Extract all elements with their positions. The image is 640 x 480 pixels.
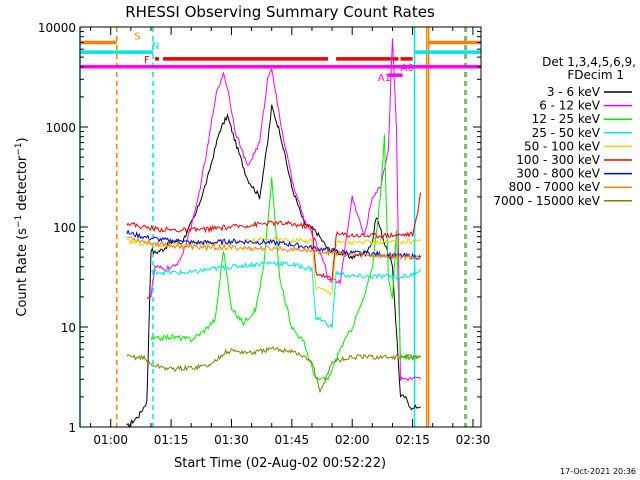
legend-label: 800 - 7000 keV (509, 180, 601, 194)
x-tick-label: 01:45 (275, 433, 310, 447)
series-line-3 (150, 260, 422, 329)
legend-label: 50 - 100 keV (524, 139, 601, 153)
series-line-7 (126, 236, 422, 261)
x-tick-label: 01:15 (154, 433, 189, 447)
y-axis-label: Count Rate (s−1 detector−1) (14, 137, 30, 316)
x-tick-label: 01:30 (214, 433, 249, 447)
legend-label: 12 - 25 keV (532, 112, 601, 126)
y-tick-label: 10 (61, 321, 76, 335)
y-axis: 1 10 100 1000 10000 (38, 21, 481, 435)
legend-label: 300 - 800 keV (516, 167, 600, 181)
x-tick-label: 02:00 (335, 433, 370, 447)
timestamp: 17-Oct-2021 20:36 (560, 467, 636, 476)
flag-label-s: S (134, 31, 140, 42)
flag-label-a1: A1 (378, 73, 391, 84)
chart-title: RHESSI Observing Summary Count Rates (125, 3, 435, 21)
flag-label-f: F (144, 55, 150, 66)
x-tick-label: 01:00 (93, 433, 128, 447)
y-tick-label: 10000 (38, 21, 76, 35)
legend-label: 6 - 12 keV (539, 99, 601, 113)
x-tick-label: 02:15 (395, 433, 430, 447)
x-tick-label: 02:30 (456, 433, 491, 447)
legend-label: 100 - 300 keV (516, 153, 600, 167)
legend-header-line-2: FDecim 1 (567, 68, 624, 82)
plot-area: S NF A0 A1 (79, 27, 481, 429)
series-line-1 (146, 38, 422, 382)
series-line-6 (126, 229, 422, 260)
legend-label: 7000 - 15000 keV (493, 194, 600, 208)
y-tick-label: 100 (53, 221, 76, 235)
series-line-8 (126, 346, 421, 394)
flag-label-a0: A0 (401, 63, 414, 74)
x-axis: 01:00 01:15 01:30 01:45 02:00 02:15 02:30 (90, 27, 491, 447)
legend-label: 25 - 50 keV (532, 126, 601, 140)
series-line-5 (126, 192, 422, 281)
flag-label-n: N (152, 41, 159, 52)
x-axis-label: Start Time (02-Aug-02 00:52:22) (174, 456, 386, 471)
y-tick-label: 1 (68, 421, 76, 435)
y-tick-label: 1000 (45, 121, 76, 135)
legend-label: 3 - 6 keV (547, 85, 601, 99)
legend-header-line-1: Det 1,3,4,5,6,9, (542, 55, 636, 69)
